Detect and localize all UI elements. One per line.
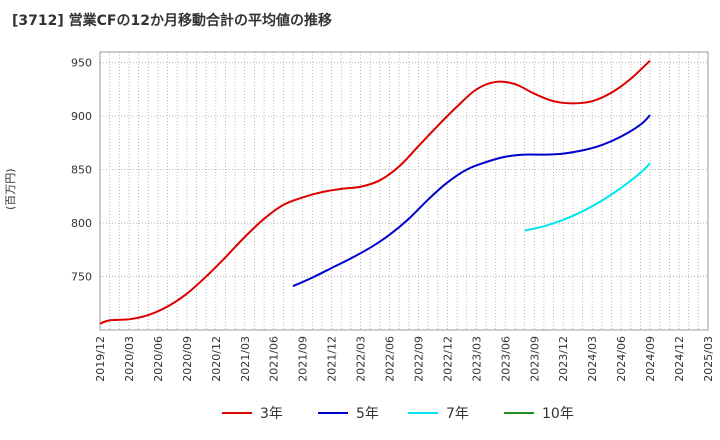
x-tick-label: 2022/12 <box>441 336 454 382</box>
x-tick-label: 2020/09 <box>181 336 194 382</box>
x-tick-label: 2023/09 <box>528 336 541 382</box>
x-tick-label: 2020/12 <box>210 336 223 382</box>
x-tick-label: 2022/06 <box>384 336 397 382</box>
chart-title: [3712] 営業CFの12か月移動合計の平均値の推移 <box>12 13 332 29</box>
series-line-1 <box>99 59 651 325</box>
x-tick-label: 2023/06 <box>499 336 512 382</box>
x-tick-label: 2022/09 <box>412 336 425 382</box>
x-tick-label: 2024/12 <box>673 336 686 382</box>
x-tick-label: 2023/12 <box>557 336 570 382</box>
x-tick-label: 2021/03 <box>239 336 252 382</box>
y-tick-label: 950 <box>71 57 92 70</box>
x-tick-label: 2024/06 <box>615 336 628 382</box>
x-tick-label: 2021/12 <box>326 336 339 382</box>
x-tick-label: 2023/03 <box>470 336 483 382</box>
plot-area-border <box>99 51 709 331</box>
x-tick-label: 2024/09 <box>644 336 657 382</box>
legend-label-4: 10年 <box>542 406 574 422</box>
y-tick-label: 750 <box>71 271 92 284</box>
x-tick-label: 2019/12 <box>94 336 107 382</box>
x-tick-label: 2025/03 <box>702 336 715 382</box>
legend: 3年 5年 7年 10年 <box>222 406 574 422</box>
legend-label-3: 7年 <box>446 406 469 422</box>
x-axis: 2019/12 2020/03 2020/06 2020/09 2020/12 2021/… <box>94 336 715 382</box>
x-tick-label: 2021/06 <box>268 336 281 382</box>
x-tick-label: 2020/06 <box>152 336 165 382</box>
series-line-3 <box>524 162 651 232</box>
x-tick-label: 2022/03 <box>355 336 368 382</box>
series <box>99 59 651 325</box>
legend-label-2: 5年 <box>356 406 379 422</box>
x-tick-label: 2021/09 <box>297 336 310 382</box>
x-tick-label: 2024/03 <box>586 336 599 382</box>
x-tick-label: 2020/03 <box>123 336 136 382</box>
y-tick-label: 850 <box>71 164 92 177</box>
legend-label-1: 3年 <box>260 406 283 422</box>
series-line-2 <box>292 114 651 288</box>
y-tick-label: 800 <box>71 217 92 230</box>
y-axis: 750 800 850 900 950 <box>71 57 92 284</box>
y-tick-label: 900 <box>71 110 92 123</box>
